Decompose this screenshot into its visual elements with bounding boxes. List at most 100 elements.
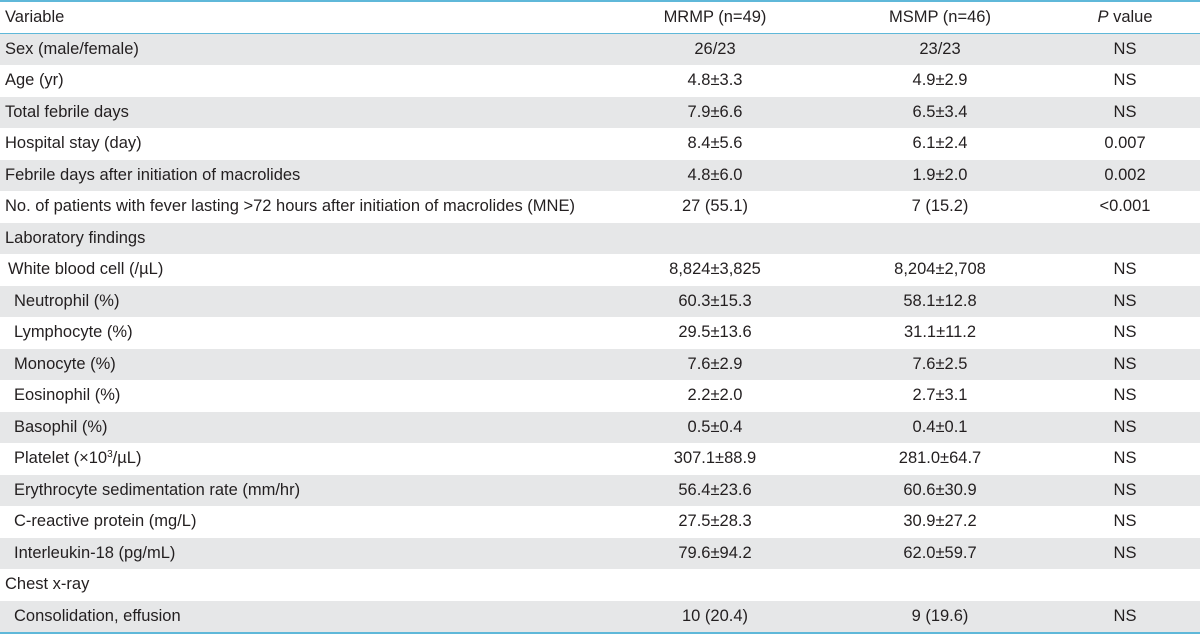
header-variable: Variable xyxy=(0,1,600,34)
msmp-value: 58.1±12.8 xyxy=(903,291,977,310)
p-value: NS xyxy=(1113,449,1137,468)
row-label: Age (yr) xyxy=(5,71,64,90)
mrmp-value: 60.3±15.3 xyxy=(678,291,752,310)
p-value: NS xyxy=(1113,480,1137,499)
row-label: Neutrophil (%) xyxy=(14,291,120,310)
mrmp-value: 4.8±6.0 xyxy=(687,165,743,184)
p-value: NS xyxy=(1113,40,1137,58)
msmp-value: 7 (15.2) xyxy=(911,197,969,216)
section-label: Laboratory findings xyxy=(5,228,146,247)
p-value: NS xyxy=(1113,512,1137,531)
platelet-label-pre: Platelet (×10 xyxy=(14,449,108,468)
header-p-suffix: value xyxy=(1108,8,1153,26)
mrmp-value: 8.4±5.6 xyxy=(687,134,743,153)
mrmp-value: 2.2±2.0 xyxy=(687,386,743,405)
msmp-value: 62.0±59.7 xyxy=(903,543,977,562)
row-label: Basophil (%) xyxy=(14,417,108,436)
table-row: Platelet (×103/µL) 307.1±88.9 281.0±64.7… xyxy=(0,443,1200,475)
mrmp-value: 8,824±3,825 xyxy=(669,260,761,279)
p-value: <0.001 xyxy=(1099,197,1151,216)
msmp-value: 4.9±2.9 xyxy=(912,71,968,90)
row-label: Platelet (×103/µL) xyxy=(0,443,600,475)
table-row: Neutrophil (%) 60.3±15.3 58.1±12.8 NS xyxy=(0,285,1200,317)
p-value: NS xyxy=(1113,323,1137,342)
table-row: Eosinophil (%) 2.2±2.0 2.7±3.1 NS xyxy=(0,380,1200,412)
p-value: NS xyxy=(1113,71,1137,90)
mrmp-value: 27 (55.1) xyxy=(681,197,749,216)
p-value: NS xyxy=(1113,102,1137,121)
mrmp-value: 7.6±2.9 xyxy=(687,354,743,373)
mrmp-value: 307.1±88.9 xyxy=(673,449,757,468)
p-value: NS xyxy=(1113,260,1137,279)
section-row: Chest x-ray xyxy=(0,569,1200,601)
p-value: 0.007 xyxy=(1104,134,1146,153)
table-row: Basophil (%) 0.5±0.4 0.4±0.1 NS xyxy=(0,411,1200,443)
msmp-value: 0.4±0.1 xyxy=(912,417,968,436)
mrmp-value: 10 (20.4) xyxy=(681,606,749,625)
header-msmp: MSMP (n=46) xyxy=(830,1,1050,34)
row-label: No. of patients with fever lasting >72 h… xyxy=(5,197,575,216)
row-label: Consolidation, effusion xyxy=(14,606,181,625)
p-value: NS xyxy=(1113,354,1137,373)
table-row: Interleukin-18 (pg/mL) 79.6±94.2 62.0±59… xyxy=(0,537,1200,569)
msmp-value: 8,204±2,708 xyxy=(894,260,986,279)
msmp-value: 60.6±30.9 xyxy=(903,480,977,499)
table-row: Total febrile days 7.9±6.6 6.5±3.4 NS xyxy=(0,96,1200,128)
p-value: NS xyxy=(1113,417,1137,436)
msmp-value: 6.1±2.4 xyxy=(912,134,968,153)
row-label: Monocyte (%) xyxy=(14,354,116,373)
header-row: Variable MRMP (n=49) MSMP (n=46) P value xyxy=(0,1,1200,34)
msmp-value: 31.1±11.2 xyxy=(903,323,977,342)
table-row: Sex (male/female) 26/23 23/23 NS xyxy=(0,33,1200,65)
table-row: No. of patients with fever lasting >72 h… xyxy=(0,191,1200,223)
platelet-label-exponent: 3 xyxy=(107,449,113,461)
msmp-value: 9 (19.6) xyxy=(911,606,969,625)
row-label: Eosinophil (%) xyxy=(14,386,121,405)
mrmp-value: 29.5±13.6 xyxy=(678,323,752,342)
p-value: NS xyxy=(1113,291,1137,310)
mrmp-value: 4.8±3.3 xyxy=(687,71,743,90)
msmp-value: 7.6±2.5 xyxy=(912,354,968,373)
row-label: Interleukin-18 (pg/mL) xyxy=(14,543,176,562)
msmp-value: 1.9±2.0 xyxy=(912,165,968,184)
mrmp-value: 79.6±94.2 xyxy=(678,543,752,562)
header-p-value: P value xyxy=(1050,1,1200,34)
msmp-value: 30.9±27.2 xyxy=(903,512,977,531)
msmp-value: 2.7±3.1 xyxy=(912,386,968,405)
mrmp-value: 56.4±23.6 xyxy=(678,480,752,499)
row-label: Total febrile days xyxy=(5,102,129,121)
table-row: Hospital stay (day) 8.4±5.6 6.1±2.4 0.00… xyxy=(0,128,1200,160)
header-mrmp: MRMP (n=49) xyxy=(600,1,830,34)
msmp-value: 6.5±3.4 xyxy=(912,102,968,121)
table-row: Monocyte (%) 7.6±2.9 7.6±2.5 NS xyxy=(0,348,1200,380)
table-row: C-reactive protein (mg/L) 27.5±28.3 30.9… xyxy=(0,506,1200,538)
msmp-value: 281.0±64.7 xyxy=(898,449,982,468)
mrmp-value: 0.5±0.4 xyxy=(687,417,743,436)
table-row: Age (yr) 4.8±3.3 4.9±2.9 NS xyxy=(0,65,1200,97)
p-value: NS xyxy=(1113,386,1137,405)
row-label: Febrile days after initiation of macroli… xyxy=(5,165,301,184)
row-label: Hospital stay (day) xyxy=(5,134,142,153)
table-row: Consolidation, effusion 10 (20.4) 9 (19.… xyxy=(0,600,1200,633)
p-value: NS xyxy=(1113,543,1137,562)
platelet-label-post: /µL) xyxy=(112,449,142,468)
table-row: White blood cell (/µL) 8,824±3,825 8,204… xyxy=(0,254,1200,286)
p-value: NS xyxy=(1113,606,1137,625)
msmp-value: 23/23 xyxy=(919,40,961,58)
p-value: 0.002 xyxy=(1104,165,1146,184)
row-label: Erythrocyte sedimentation rate (mm/hr) xyxy=(14,480,301,499)
row-label: White blood cell (/µL) xyxy=(8,260,164,279)
section-label: Chest x-ray xyxy=(5,575,90,594)
mrmp-value: 27.5±28.3 xyxy=(678,512,752,531)
table-row: Lymphocyte (%) 29.5±13.6 31.1±11.2 NS xyxy=(0,317,1200,349)
header-p-letter: P xyxy=(1097,8,1109,26)
row-label: Sex (male/female) xyxy=(5,40,139,58)
mrmp-value: 26/23 xyxy=(694,40,736,58)
table-row: Erythrocyte sedimentation rate (mm/hr) 5… xyxy=(0,474,1200,506)
row-label: Lymphocyte (%) xyxy=(14,323,133,342)
mrmp-value: 7.9±6.6 xyxy=(687,102,743,121)
row-label: C-reactive protein (mg/L) xyxy=(14,512,197,531)
table-row: Febrile days after initiation of macroli… xyxy=(0,159,1200,191)
section-row: Laboratory findings xyxy=(0,222,1200,254)
